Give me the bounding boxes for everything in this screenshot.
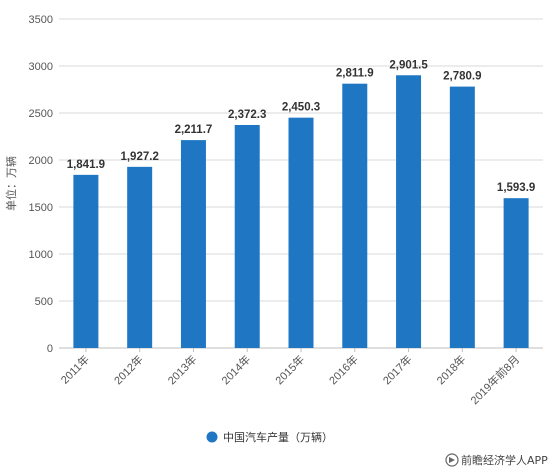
brand-logo-ring — [445, 453, 459, 467]
legend: 中国汽车产量（万辆） — [206, 430, 333, 444]
data-label: 2,811.9 — [336, 68, 374, 80]
y-axis-ticks: 0 500 1000 1500 2000 2500 3000 3500 — [29, 14, 53, 355]
y-tick-label: 2500 — [29, 108, 53, 120]
data-label: 1,841.9 — [67, 159, 105, 171]
y-tick-label: 2000 — [29, 155, 53, 167]
y-tick-label: 3000 — [29, 61, 53, 73]
legend-label: 中国汽车产量（万辆） — [223, 430, 333, 444]
data-label: 2,211.7 — [175, 124, 213, 136]
y-axis-label: 单位：万辆 — [4, 156, 18, 211]
x-tick-label: 2016年 — [326, 352, 361, 387]
bar — [180, 140, 206, 348]
bar — [288, 117, 314, 348]
legend-swatch — [206, 431, 218, 443]
brand-watermark: 前瞻经济学人APP — [445, 453, 548, 467]
data-label: 2,780.9 — [443, 71, 481, 83]
bar — [73, 174, 99, 348]
bar — [449, 86, 475, 348]
bars — [73, 75, 529, 348]
data-label: 2,372.3 — [228, 109, 266, 121]
bar — [127, 166, 153, 348]
bar — [234, 125, 260, 348]
x-axis-ticks: 2011年 2012年 2013年 2014年 2015年 2016年 2017年 2018年… — [58, 348, 522, 407]
y-tick-label: 0 — [47, 343, 53, 355]
x-tick-label: 2013年 — [165, 352, 200, 387]
x-tick-label: 2018年 — [433, 352, 468, 387]
brand-logo-icon — [445, 453, 459, 467]
brand-name: 前瞻经济学人APP — [461, 453, 548, 467]
data-labels: 1,841.9 1,927.2 2,211.7 2,372.3 2,450.3 2,811… — [67, 59, 536, 194]
x-tick-label: 2015年 — [272, 352, 307, 387]
y-tick-label: 1500 — [29, 202, 53, 214]
x-tick-label: 2012年 — [111, 352, 146, 387]
y-tick-label: 3500 — [29, 14, 53, 26]
bar — [396, 75, 422, 348]
data-label: 1,593.9 — [497, 182, 535, 194]
x-tick-label: 2017年 — [380, 352, 415, 387]
bar — [503, 198, 529, 348]
x-tick-label: 2011年 — [58, 352, 92, 386]
data-label: 1,927.2 — [120, 151, 158, 163]
y-tick-label: 500 — [35, 296, 53, 308]
x-tick-label: 2014年 — [218, 352, 253, 387]
data-label: 2,901.5 — [389, 59, 428, 71]
x-tick-label: 2019年前8月 — [467, 352, 522, 407]
y-tick-label: 1000 — [29, 249, 53, 261]
data-label: 2,450.3 — [282, 102, 320, 114]
brand-logo-mark — [449, 457, 455, 463]
bar — [342, 83, 368, 348]
